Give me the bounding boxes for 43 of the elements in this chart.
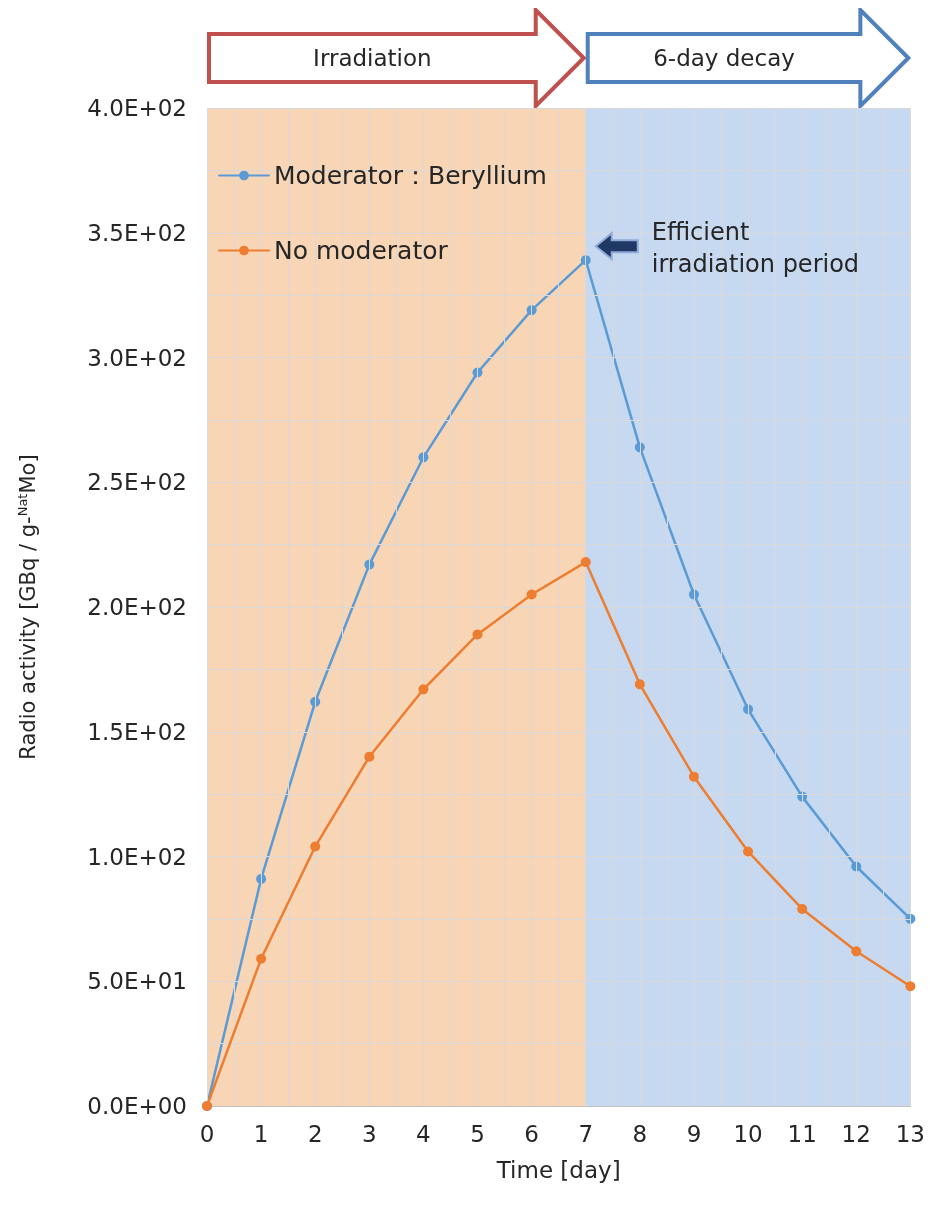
point: [743, 846, 754, 857]
x-tick-label: 0: [199, 1120, 215, 1147]
point: [851, 946, 862, 957]
legend-label: No moderator: [274, 236, 449, 265]
x-tick-label: 3: [362, 1120, 377, 1147]
x-tick-label: 12: [841, 1120, 871, 1147]
point: [580, 557, 591, 568]
x-tick-label: 13: [895, 1120, 926, 1147]
x-tick-label: 5: [470, 1120, 485, 1147]
x-tick-label: 1: [253, 1120, 269, 1147]
x-tick-label: 2: [307, 1120, 323, 1147]
point: [472, 629, 483, 640]
y-tick-label: 3.5E+02: [87, 219, 187, 246]
y-tick-label: 1.5E+02: [87, 718, 187, 745]
point: [905, 981, 916, 992]
x-tick-label: 7: [578, 1120, 594, 1147]
x-tick-label: 8: [632, 1120, 648, 1147]
point: [364, 751, 375, 762]
point: [310, 841, 321, 852]
point: [634, 679, 645, 690]
point: [256, 953, 267, 964]
point: [688, 771, 699, 782]
legend-label: Moderator：Beryllium: [274, 161, 547, 190]
x-tick-label: 9: [686, 1120, 702, 1147]
y-tick-label: 3.0E+02: [87, 344, 187, 371]
y-tick-label: 1.0E+02: [87, 843, 187, 870]
y-tick-label: 2.5E+02: [87, 469, 187, 496]
y-tick-label: 2.0E+02: [87, 594, 187, 620]
x-tick-label: 11: [787, 1120, 817, 1147]
band-label: Irradiation: [313, 45, 432, 71]
point: [797, 903, 808, 914]
band-label: 6-day decay: [653, 45, 795, 71]
x-tick-label: 10: [733, 1120, 763, 1147]
x-tick-label: 4: [416, 1120, 431, 1147]
x-axis-title: Time [day]: [495, 1156, 621, 1183]
point: [526, 589, 537, 600]
y-tick-label: 4.0E+02: [87, 95, 187, 121]
annotation: Efficient irradiation period: [651, 218, 860, 279]
point: [418, 684, 429, 695]
y-tick-label: 5.0E+01: [87, 968, 187, 995]
y-axis-title: Radio activity [GBq / g-NatMo]: [15, 454, 40, 760]
x-tick-label: 6: [524, 1120, 539, 1147]
y-tick-label: 0.0E+00: [87, 1093, 187, 1119]
